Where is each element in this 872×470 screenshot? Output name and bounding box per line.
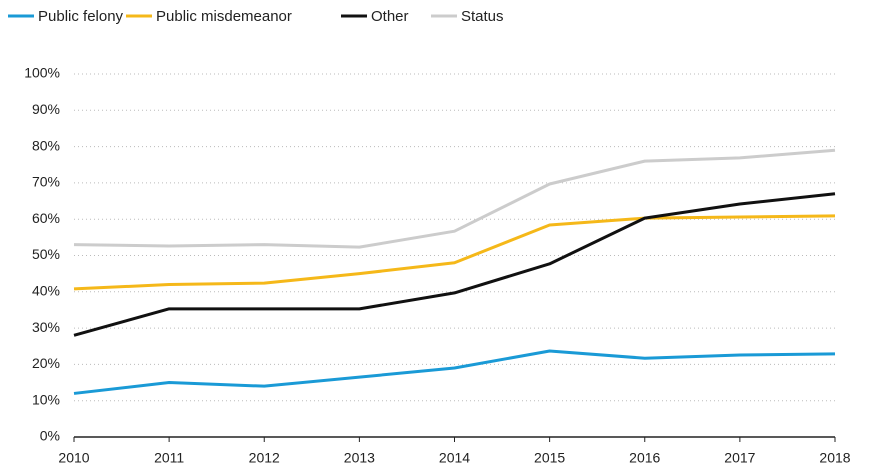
x-tick-label: 2015 [534, 450, 565, 466]
y-tick-label: 100% [24, 65, 60, 81]
line [73, 192, 836, 337]
legend-label: Public felony [38, 8, 124, 25]
legend-label: Status [461, 8, 504, 25]
line [73, 148, 836, 249]
y-tick-label: 90% [32, 101, 60, 117]
x-tick-label: 2014 [439, 450, 470, 466]
y-tick-label: 30% [32, 319, 60, 335]
x-tick-label: 2013 [344, 450, 375, 466]
y-tick-label: 60% [32, 210, 60, 226]
y-tick-label: 70% [32, 174, 60, 190]
y-tick-label: 50% [32, 246, 60, 262]
y-tick-label: 10% [32, 391, 60, 407]
x-tick-label: 2011 [154, 450, 184, 466]
x-tick-label: 2017 [724, 450, 755, 466]
line [73, 214, 836, 291]
y-tick-label: 80% [32, 137, 60, 153]
line [73, 349, 836, 395]
y-tick-label: 40% [32, 283, 60, 299]
legend-label: Public misdemeanor [156, 8, 292, 25]
y-tick-label: 0% [40, 428, 60, 444]
x-tick-label: 2012 [249, 450, 280, 466]
x-tick-label: 2016 [629, 450, 660, 466]
x-tick-label: 2010 [58, 450, 89, 466]
y-tick-label: 20% [32, 355, 60, 371]
x-tick-label: 2018 [819, 450, 850, 466]
legend-label: Other [371, 8, 409, 25]
